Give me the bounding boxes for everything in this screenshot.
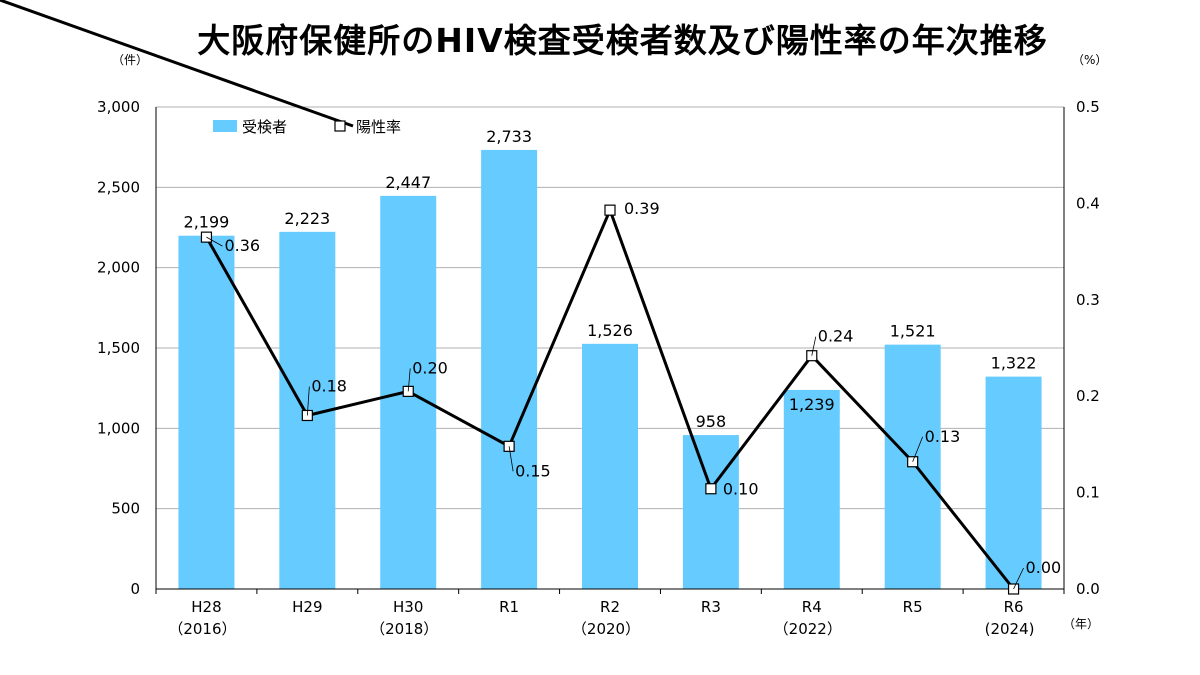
x-tick-sublabel: （2016） — [168, 620, 236, 638]
right-tick-label: 0.1 — [1076, 484, 1100, 502]
legend-bar-label: 受検者 — [242, 118, 287, 136]
left-tick-label: 0 — [130, 580, 140, 598]
x-axis-unit: （年） — [1063, 617, 1099, 631]
left-axis-unit: （件） — [112, 53, 148, 67]
bar-value-label: 2,223 — [284, 209, 330, 228]
bar — [582, 343, 638, 589]
line-value-label: 0.24 — [818, 327, 854, 346]
line-value-label: 0.39 — [624, 199, 660, 218]
line-label-leader — [407, 368, 411, 392]
line-value-label: 0.18 — [311, 376, 347, 395]
right-tick-label: 0.2 — [1076, 387, 1100, 405]
x-tick-label: R5 — [903, 598, 923, 616]
line-point-marker — [503, 440, 515, 452]
bar-value-label: 958 — [696, 412, 727, 431]
bar-value-label: 2,733 — [486, 127, 532, 146]
bar — [481, 149, 538, 589]
x-tick-label: R1 — [499, 598, 519, 616]
bar — [178, 235, 235, 589]
bar — [682, 435, 739, 589]
line-value-label: 0.10 — [723, 480, 759, 499]
bar-value-label: 2,199 — [184, 213, 230, 232]
left-tick-label: 2,500 — [97, 178, 140, 196]
chart-title: 大阪府保健所のHIV検査受検者数及び陽性率の年次推移 — [197, 21, 1048, 60]
bar — [783, 389, 840, 589]
right-tick-label: 0.4 — [1076, 194, 1100, 212]
legend-line-marker — [334, 120, 346, 132]
bar-value-label: 1,239 — [789, 395, 835, 414]
line-label-leader — [1013, 567, 1024, 590]
line-value-label: 0.36 — [224, 236, 260, 255]
bar-value-label: 2,447 — [385, 173, 431, 192]
x-tick-sublabel: （2022） — [774, 620, 842, 638]
legend-line-label: 陽性率 — [356, 118, 401, 136]
x-tick-label: R6 — [1004, 598, 1024, 616]
axes: 0 500 1,000 1,500 2,000 2,500 3,000 0.0 0.1 0.2 0.… — [97, 98, 1100, 638]
left-tick-label: 2,000 — [97, 259, 140, 277]
line-point-marker — [705, 483, 717, 495]
right-axis-unit: （%） — [1072, 53, 1107, 67]
right-tick-label: 0.5 — [1076, 98, 1100, 116]
line-label-leader — [508, 446, 514, 472]
legend-bar-swatch — [213, 120, 237, 132]
x-tick-sublabel: （2018） — [370, 620, 438, 638]
left-tick-label: 500 — [111, 500, 140, 518]
line-value-label: 0.15 — [515, 461, 551, 480]
right-tick-label: 0.0 — [1076, 580, 1100, 598]
legend-line-swatch — [0, 0, 354, 128]
left-tick-label: 1,000 — [97, 419, 140, 437]
x-tick-label: R4 — [802, 598, 822, 616]
x-tick-sublabel: （2020） — [572, 620, 640, 638]
data-labels: 2,199 2,223 2,447 2,733 1,526 958 1,239 1,521 1,… — [184, 127, 1062, 590]
line-label-leader — [811, 336, 817, 356]
bar-value-label: 1,521 — [890, 322, 936, 341]
line-value-label: 0.13 — [925, 427, 961, 446]
x-tick-label: R3 — [701, 598, 721, 616]
right-tick-label: 0.3 — [1076, 291, 1100, 309]
left-tick-label: 1,500 — [97, 339, 140, 357]
x-tick-label: H30 — [393, 598, 423, 616]
line-point-marker — [604, 204, 616, 216]
x-tick-label: R2 — [600, 598, 620, 616]
line-value-label: 0.20 — [412, 358, 448, 377]
x-tick-label: H28 — [191, 598, 221, 616]
bar-value-label: 1,526 — [587, 321, 633, 340]
line-label-leader — [206, 236, 223, 247]
line-label-leader — [306, 386, 310, 416]
bar-value-label: 1,322 — [991, 354, 1037, 373]
line-value-label: 0.00 — [1026, 558, 1062, 577]
left-tick-label: 3,000 — [97, 98, 140, 116]
line-label-leader — [912, 436, 924, 462]
x-tick-sublabel: (2024) — [985, 620, 1035, 638]
bar — [985, 376, 1042, 589]
legend: 受検者 陽性率 — [0, 0, 401, 136]
x-tick-label: H29 — [292, 598, 322, 616]
